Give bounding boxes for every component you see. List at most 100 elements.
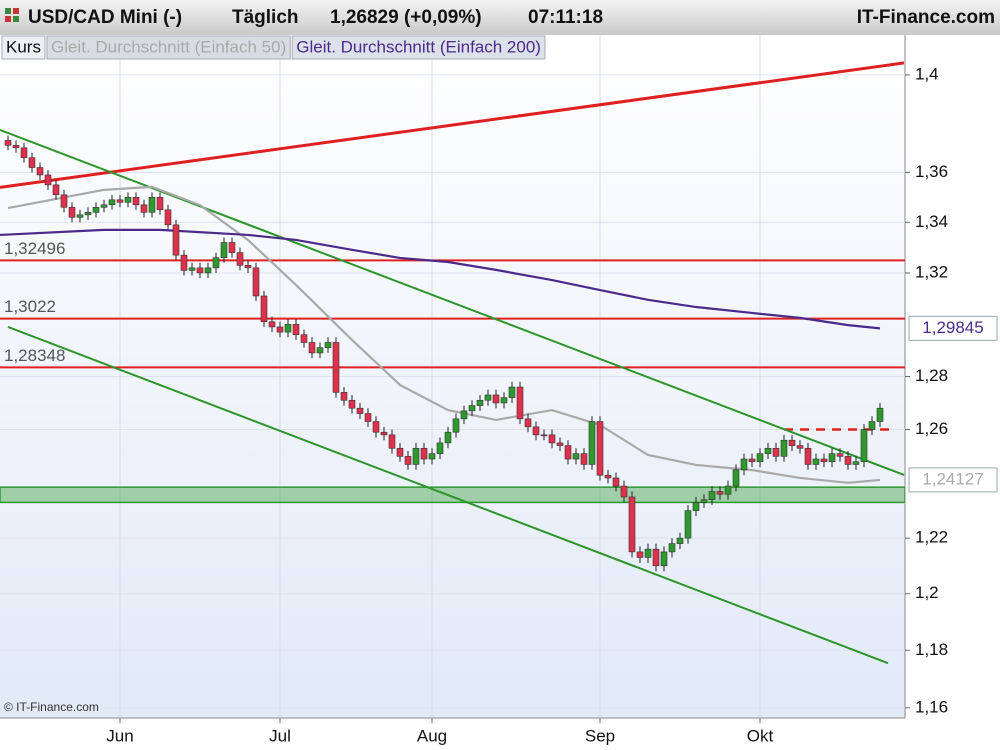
y-tick-label: 1,26 [915,419,948,438]
candle-body [644,548,652,558]
candle-body [356,407,364,414]
y-tick-label: 1,2 [915,583,939,602]
candle-body [68,206,76,218]
candle-body [284,324,292,333]
candle-body [76,214,84,218]
candle-body [516,386,524,420]
candle-body [308,342,316,354]
candle-body [636,551,644,558]
candle-body [140,204,148,213]
candle-body [340,392,348,401]
candle-body [156,197,164,211]
candle-body [444,431,452,444]
candle-body [404,456,412,465]
candle-body [4,140,12,146]
candle-body [476,399,484,406]
copyright: © IT-Finance.com [4,700,99,714]
end-label-box [908,315,998,341]
interval: Täglich [232,7,299,28]
candle-body [508,386,516,398]
candle-body [580,453,588,465]
candle-body [228,242,236,253]
trendline [0,61,905,189]
x-tick-label: Sep [585,726,615,745]
candle-body [212,257,220,269]
candle-body [772,447,780,457]
candle-body [780,439,788,457]
level-label: 1,3022 [4,297,56,316]
candle-body [588,421,596,465]
candle-body [820,458,828,463]
candle-body [524,418,532,428]
chart-title: USD/CAD Mini (-) [28,7,182,28]
level-label: 1,28348 [4,346,65,365]
candle-body [692,502,700,511]
candle-body [244,265,252,269]
candle-body [804,447,812,465]
plot: 1,32496 1,3022 1,28348 [0,35,905,718]
legend-label: Gleit. Durchschnitt (Einfach 200) [296,37,541,56]
candle-body [748,458,756,463]
candle-body [332,342,340,393]
candle-body [364,413,372,422]
end-label-box [908,467,998,493]
candle-body [572,453,580,460]
candle-body [220,242,228,258]
x-tick-label: Aug [417,726,447,745]
y-tick-label: 1,18 [915,640,948,659]
candle-body [708,491,716,500]
candle-body [716,491,724,495]
candle-body [860,429,868,463]
y-tick-label: 1,32 [915,262,948,281]
x-tick-label: Jun [106,726,133,745]
candle-body [44,174,52,186]
candle-body [532,426,540,436]
time: 07:11:18 [528,7,603,28]
candle-body [388,434,396,449]
candle-body [756,453,764,463]
candle-body [276,326,284,333]
candle-body [676,537,684,544]
candle-body [52,184,60,196]
candle-body [596,421,604,476]
y-tick-label: 1,4 [915,64,939,83]
candle-body [372,421,380,433]
candle-body [628,496,636,553]
candle-body [20,147,28,158]
candle-body [844,456,852,465]
x-tick-label: Okt [747,726,774,745]
candle-body [700,499,708,503]
candle-body [428,453,436,460]
candle-body [148,197,156,213]
candle-body [348,399,356,409]
candle-body [252,267,260,297]
candle-body [204,267,212,274]
candle-body [604,474,612,479]
candle-body [436,442,444,454]
candle-body [812,458,820,465]
candle-body [740,458,748,471]
candle-body [300,334,308,343]
candle-body [412,447,420,465]
candle-body [876,407,884,422]
legend-box [1,35,46,60]
candle-body [180,254,188,271]
legend-label: Gleit. Durchschnitt (Einfach 50) [51,37,286,56]
candle-body [612,477,620,487]
candle-body [868,421,876,430]
y-tick-label: 1,22 [915,528,948,547]
candle-body [124,197,132,203]
candle-body [852,461,860,465]
candle-body [796,445,804,449]
legend-box [46,35,291,60]
candle-body [500,397,508,404]
candle-body [660,551,668,567]
candle-body [396,447,404,457]
candle-body [452,418,460,433]
candle-body [548,434,556,444]
candle-body [36,167,44,176]
candle-body [460,410,468,420]
candle-body [116,199,124,203]
candle-body [60,194,68,208]
y-tick-label: 1,16 [915,697,948,716]
